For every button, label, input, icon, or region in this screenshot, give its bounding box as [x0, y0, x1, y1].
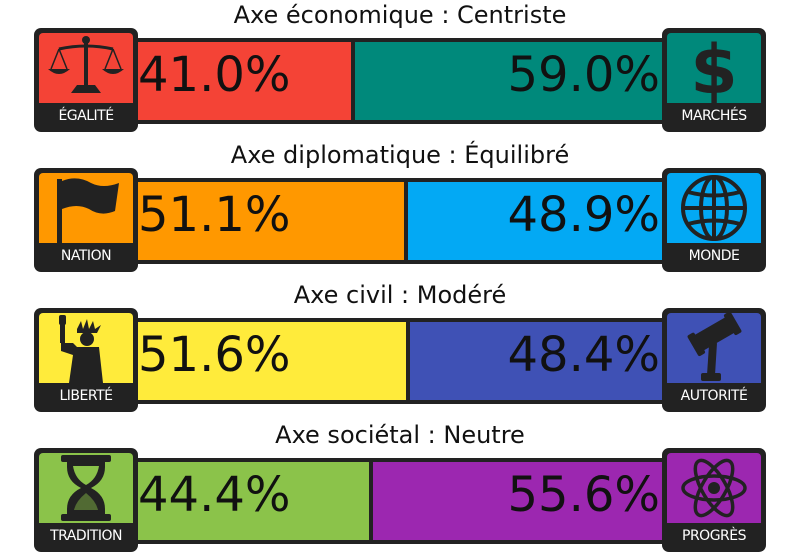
icon-background	[39, 313, 133, 383]
icon-background	[667, 173, 761, 243]
left-percentage: 51.6%	[138, 327, 291, 383]
left-bar-segment	[138, 42, 351, 120]
icon-card-marches: $ MARCHÉS	[662, 28, 766, 132]
icon-card-autorite: AUTORITÉ	[662, 308, 766, 412]
icon-label: NATION	[60, 248, 112, 264]
dollar-icon: $	[690, 33, 737, 103]
axis-title: Axe civil : Modéré	[293, 281, 507, 309]
right-bar-segment	[355, 42, 662, 120]
icon-background	[667, 313, 761, 383]
right-percentage: 48.4%	[507, 327, 660, 383]
icon-background: $	[667, 33, 761, 103]
icon-card-nation: NATION	[34, 168, 138, 272]
scales-icon	[48, 36, 124, 93]
icon-background	[667, 453, 761, 523]
icon-card-egalite: ÉGALITÉ	[34, 28, 138, 132]
gavel-icon	[687, 313, 742, 381]
atom-icon	[681, 458, 747, 518]
left-bar-segment	[138, 182, 404, 260]
right-bar-segment	[410, 322, 662, 400]
right-percentage: 59.0%	[507, 47, 660, 103]
icon-label: AUTORITÉ	[680, 388, 748, 404]
icon-label: PROGRÈS	[682, 528, 747, 544]
left-percentage: 44.4%	[138, 467, 291, 523]
axis-civil: Axe civil : Modéré 51.6% 48.4% LIBERTÉ	[0, 281, 800, 430]
right-bar-segment	[408, 182, 662, 260]
flag-icon	[57, 178, 119, 243]
axis-diplomatic: Axe diplomatique : Équilibré 51.1% 48.9%…	[0, 141, 800, 290]
icon-card-liberte: LIBERTÉ	[34, 308, 138, 412]
icon-label: TRADITION	[50, 528, 122, 544]
axis-societal: Axe sociétal : Neutre 44.4% 55.6% TRADIT…	[0, 421, 800, 560]
icon-card-progres: PROGRÈS	[662, 448, 766, 552]
icon-label: MARCHÉS	[681, 108, 747, 124]
right-percentage: 48.9%	[507, 187, 660, 243]
globe-icon	[681, 175, 747, 241]
hourglass-icon	[61, 455, 111, 521]
icon-card-tradition: TRADITION	[34, 448, 138, 552]
icon-label: ÉGALITÉ	[58, 108, 114, 124]
left-percentage: 41.0%	[138, 47, 291, 103]
right-percentage: 55.6%	[507, 467, 660, 523]
left-percentage: 51.1%	[138, 187, 291, 243]
icon-label: LIBERTÉ	[59, 388, 114, 404]
icon-background	[39, 453, 133, 523]
right-bar-segment	[373, 462, 662, 540]
left-bar-segment	[138, 462, 369, 540]
icon-background	[39, 173, 133, 243]
icon-background	[39, 33, 133, 103]
axis-title: Axe sociétal : Neutre	[275, 421, 525, 449]
axis-title: Axe diplomatique : Équilibré	[230, 141, 570, 169]
statue-of-liberty-icon	[59, 315, 103, 383]
icon-label: MONDE	[688, 248, 740, 264]
svg-text:$: $	[690, 33, 737, 103]
left-bar-segment	[138, 322, 406, 400]
icon-card-monde: MONDE	[662, 168, 766, 272]
axis-economic: Axe économique : Centriste 41.0% 59.0%	[0, 1, 800, 150]
axis-title: Axe économique : Centriste	[233, 1, 567, 29]
